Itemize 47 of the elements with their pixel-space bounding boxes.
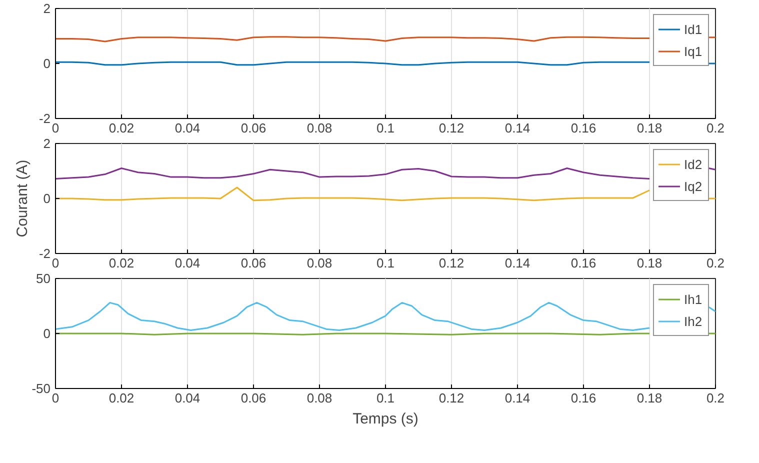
- x-tick-label: 0.04: [174, 120, 200, 136]
- x-tick-label: 0.02: [108, 120, 134, 136]
- y-tick-label: 2: [43, 136, 51, 151]
- x-tick-label: 0.18: [636, 390, 662, 406]
- x-tick-label: 0.14: [504, 390, 530, 406]
- y-tick-label: -2: [38, 111, 51, 126]
- x-tick-label: 0.14: [504, 120, 530, 136]
- x-tick-label: 0.12: [438, 390, 464, 406]
- x-tick-label: 0.02: [108, 390, 134, 406]
- y-tick-label: 2: [43, 1, 51, 16]
- y-tick-label: -50: [32, 381, 51, 396]
- x-tick-label: 0.02: [108, 256, 134, 270]
- x-tick-label: 0.2: [706, 256, 725, 270]
- y-tick-label: -2: [38, 246, 51, 261]
- y-tick-label: 50: [36, 271, 51, 286]
- x-tick-label: 0.04: [174, 390, 200, 406]
- x-tick-label: 0.1: [376, 256, 395, 270]
- legend-label: Id1: [684, 22, 704, 36]
- legend-label: Iq1: [684, 44, 704, 58]
- x-tick-label: 0.12: [438, 256, 464, 270]
- x-tick-label: 0.08: [306, 120, 332, 136]
- x-tick-label: 0.06: [240, 120, 266, 136]
- x-tick-label: 0.08: [306, 256, 332, 270]
- x-tick-label: 0.12: [438, 120, 464, 136]
- x-tick-label: 0.18: [636, 256, 662, 270]
- x-tick-label: 0.04: [174, 256, 200, 270]
- y-tick-label: 0: [43, 191, 51, 206]
- legend-label: Iq2: [684, 178, 704, 194]
- x-tick-label: 0.2: [706, 390, 725, 406]
- y-tick-label: 0: [43, 56, 51, 71]
- x-tick-label: 0.14: [504, 256, 530, 270]
- x-tick-label: 0.18: [636, 120, 662, 136]
- x-tick-label: 0.16: [570, 120, 596, 136]
- x-tick-label: 0.06: [240, 256, 266, 270]
- x-tick-label: 0.06: [240, 390, 266, 406]
- x-tick-label: 0.16: [570, 390, 596, 406]
- legend-label: Id2: [684, 156, 704, 172]
- x-tick-label: 0.1: [376, 120, 395, 136]
- y-axis-title: Courant (A): [14, 160, 31, 238]
- x-tick-label: 0.2: [706, 120, 725, 136]
- legend-label: Ih1: [684, 292, 704, 306]
- x-axis-title: Temps (s): [352, 410, 418, 428]
- y-tick-label: 0: [43, 326, 51, 341]
- x-tick-label: 0.16: [570, 256, 596, 270]
- legend-label: Ih2: [684, 314, 704, 328]
- x-tick-label: 0.1: [376, 390, 395, 406]
- x-tick-label: 0.08: [306, 390, 332, 406]
